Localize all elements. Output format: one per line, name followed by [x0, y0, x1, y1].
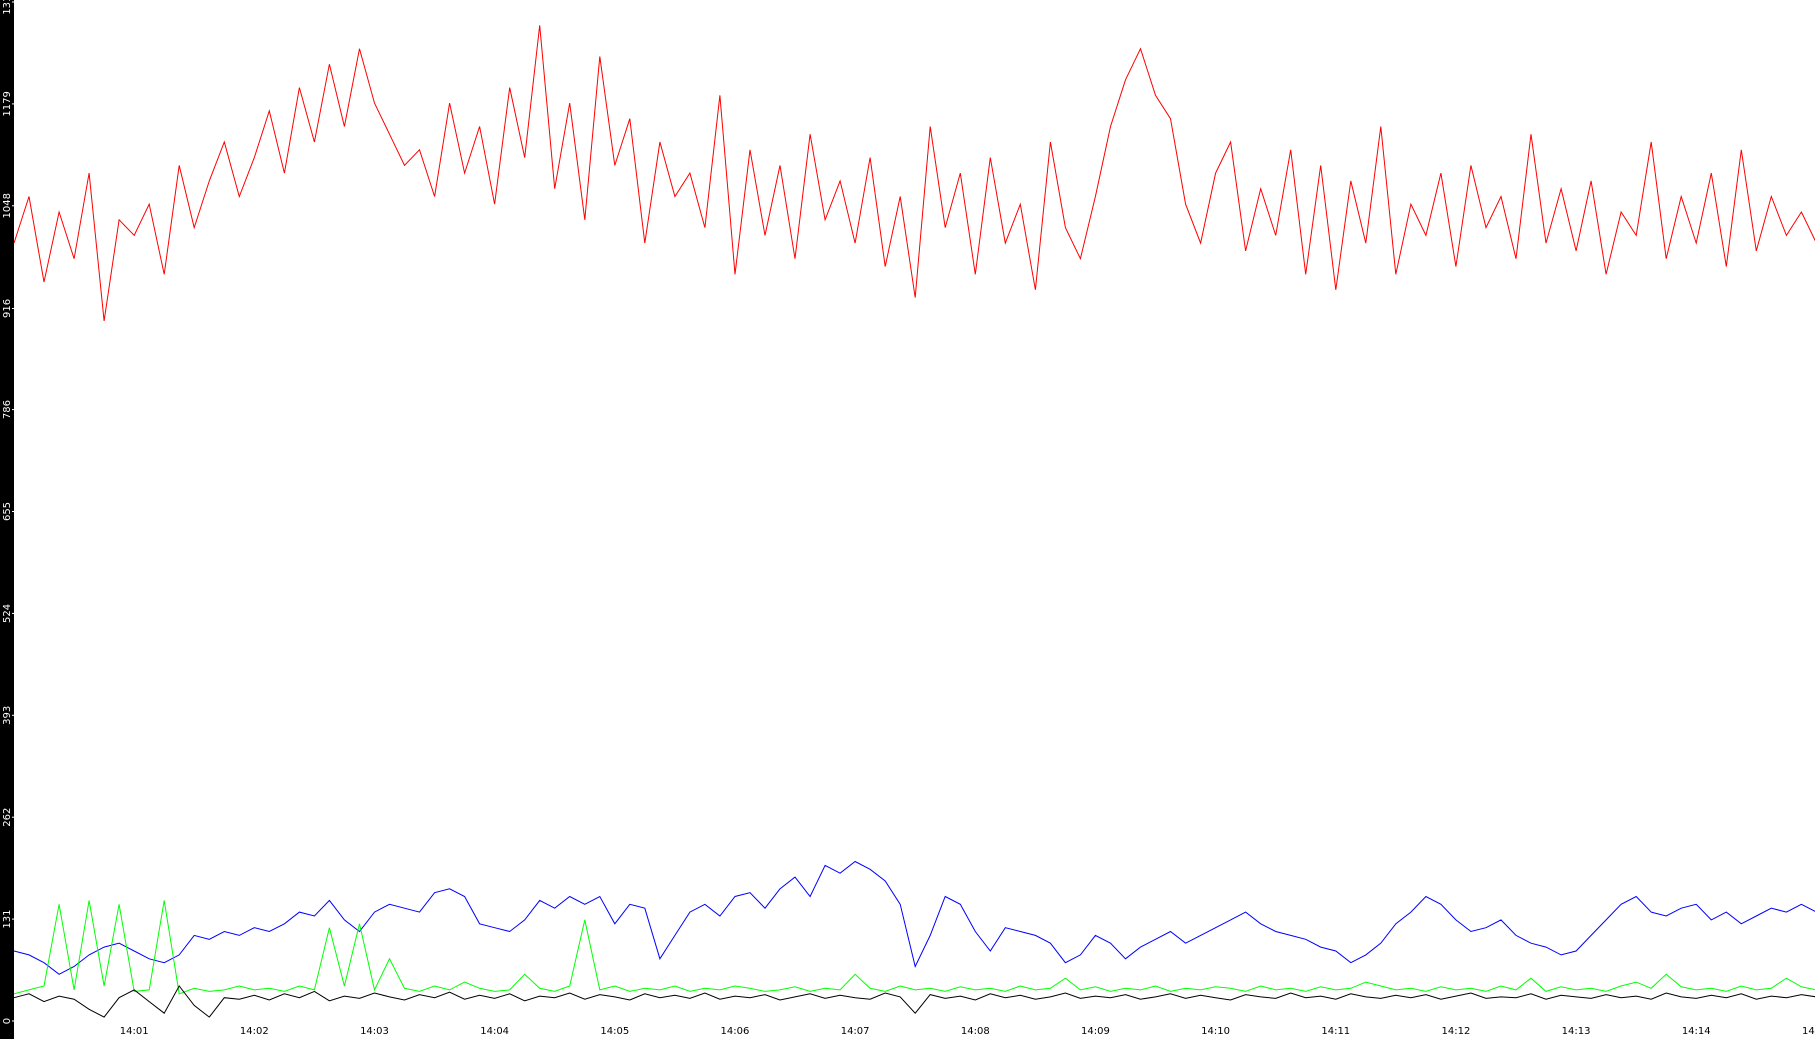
y-tick-label: 131 [2, 910, 13, 929]
y-tick-label: 0 [2, 1018, 13, 1024]
x-tick-label: 14:12 [1442, 1026, 1471, 1037]
x-tick-label: 14:08 [961, 1026, 990, 1037]
series-line [13, 900, 1815, 995]
y-tick-label: 1310 [2, 0, 13, 15]
x-tick-label: 14:13 [1562, 1026, 1591, 1037]
x-tick-label: 14:11 [1321, 1026, 1350, 1037]
y-tick-label: 655 [2, 502, 13, 521]
x-tick-label: 14:04 [480, 1026, 509, 1037]
y-axis-strip [0, 0, 14, 1039]
x-tick-label: 14:14 [1682, 1026, 1711, 1037]
y-tick-label: 524 [2, 604, 13, 623]
x-tick-label: 14:02 [240, 1026, 269, 1037]
y-tick-label: 1048 [2, 193, 13, 218]
x-tick-label: 14:06 [721, 1026, 750, 1037]
y-tick-label: 916 [2, 299, 13, 318]
x-tick-label: 14:09 [1081, 1026, 1110, 1037]
x-tick-label: 14:03 [360, 1026, 389, 1037]
x-tick-label: 14:05 [600, 1026, 629, 1037]
y-tick-label: 786 [2, 400, 13, 419]
x-tick-label: 14:15 [1802, 1026, 1815, 1037]
series-line [13, 25, 1815, 321]
series-line [13, 860, 1815, 975]
y-tick-label: 262 [2, 808, 13, 827]
y-tick-label: 393 [2, 706, 13, 725]
x-tick-label: 14:07 [841, 1026, 870, 1037]
y-tick-label: 1179 [2, 91, 13, 116]
x-tick-label: 14:10 [1201, 1026, 1230, 1037]
x-tick-label: 14:01 [120, 1026, 149, 1037]
series-line [13, 985, 1815, 1018]
